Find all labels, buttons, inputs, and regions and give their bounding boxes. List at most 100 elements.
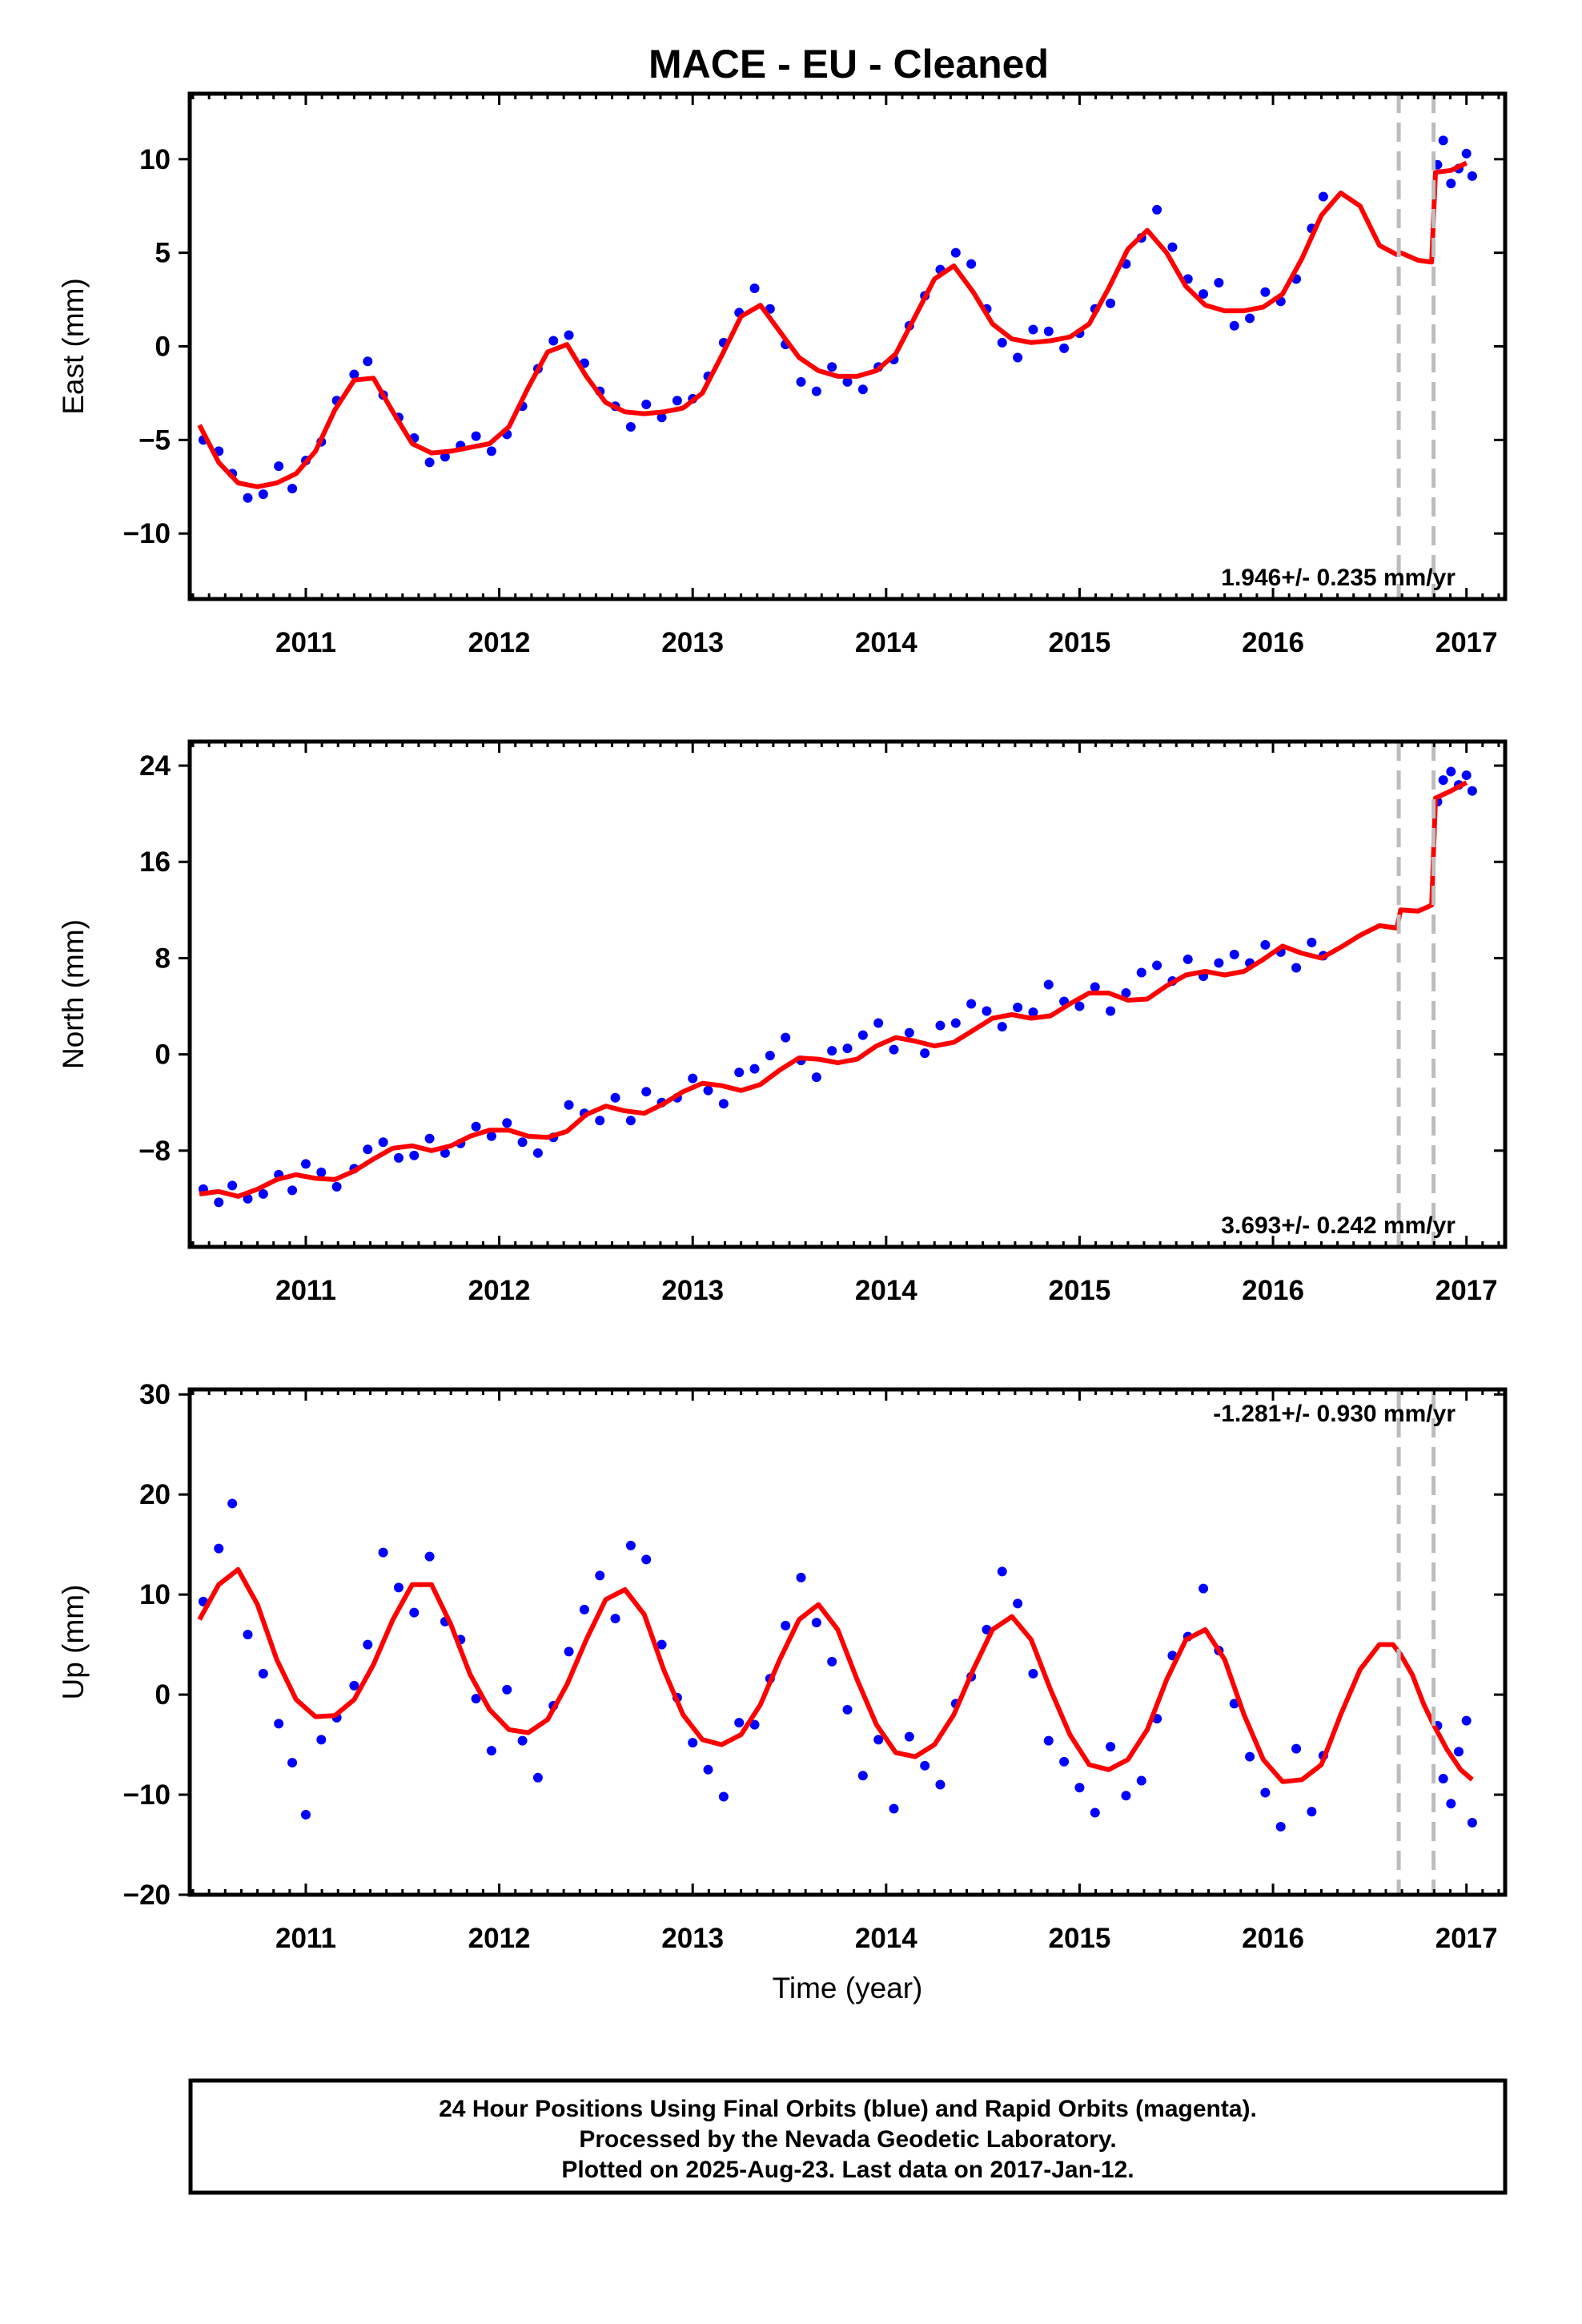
data-point <box>641 399 652 409</box>
data-point <box>811 1618 821 1628</box>
data-point <box>982 1006 992 1016</box>
data-point <box>811 1072 821 1083</box>
data-point <box>966 259 977 269</box>
y-tick-label: 16 <box>139 846 171 878</box>
model-fit-line <box>197 1566 1474 1784</box>
data-point <box>749 1719 760 1730</box>
data-point <box>274 461 284 472</box>
x-tick-label: 2017 <box>1435 1923 1498 1954</box>
data-point <box>1229 949 1239 959</box>
data-point <box>950 247 961 258</box>
data-point <box>595 1116 605 1126</box>
figure-title: MACE - EU - Cleaned <box>648 42 1049 86</box>
data-point <box>997 337 1007 348</box>
y-tick-label: 8 <box>155 943 171 974</box>
data-point <box>641 1087 652 1097</box>
data-point <box>997 1022 1007 1032</box>
data-point <box>842 1043 853 1054</box>
x-tick-label: 2016 <box>1242 1923 1304 1954</box>
x-tick-label: 2011 <box>275 627 336 658</box>
data-point <box>1461 1715 1472 1726</box>
footer-line-2: Processed by the Nevada Geodetic Laborat… <box>579 2126 1116 2153</box>
data-point <box>258 1668 268 1679</box>
data-point <box>1467 786 1477 796</box>
data-point <box>1229 320 1239 331</box>
data-point <box>378 1547 388 1558</box>
data-point <box>827 1656 837 1667</box>
data-point <box>857 1771 868 1781</box>
data-point <box>1106 1006 1116 1016</box>
y-tick-label: −20 <box>123 1880 171 1911</box>
y-tick-label: 0 <box>155 1679 171 1711</box>
data-point <box>227 1498 238 1509</box>
data-point <box>718 1099 729 1109</box>
plot-area-north <box>198 742 1477 1247</box>
data-point <box>548 336 559 346</box>
data-point <box>827 1046 837 1056</box>
data-point <box>243 493 253 503</box>
data-point <box>966 999 977 1009</box>
data-point <box>532 1772 543 1783</box>
data-point <box>842 1704 853 1715</box>
data-point <box>1467 171 1477 181</box>
data-point <box>749 1063 760 1074</box>
data-point <box>363 1639 373 1650</box>
data-point <box>935 1779 946 1790</box>
data-point <box>349 369 359 380</box>
x-tick-label: 2015 <box>1049 627 1111 658</box>
data-point <box>393 1582 404 1593</box>
data-point <box>610 1614 620 1624</box>
data-point <box>300 1159 311 1169</box>
plot-area-east <box>197 94 1477 599</box>
data-point <box>873 1018 884 1028</box>
data-point <box>393 1152 404 1163</box>
data-point <box>1121 1791 1131 1801</box>
data-point <box>625 421 636 432</box>
data-point <box>363 1144 373 1155</box>
data-point <box>873 1735 884 1745</box>
data-point <box>502 1118 512 1128</box>
x-tick-label: 2012 <box>468 1275 531 1306</box>
data-point <box>904 1027 914 1038</box>
data-point <box>1291 1743 1302 1754</box>
data-point <box>935 1020 946 1031</box>
data-point <box>214 1543 224 1554</box>
data-point <box>781 1032 791 1043</box>
data-point <box>1152 204 1162 215</box>
data-point <box>1121 987 1131 998</box>
panel-up: 2011 2012 2013 2014 2015 2016 2017 −20 −10 0 10 20 3… <box>57 1379 1508 2004</box>
data-point <box>274 1719 284 1729</box>
data-point <box>1461 148 1472 159</box>
data-point <box>532 1148 543 1158</box>
data-point <box>227 1180 238 1191</box>
data-point <box>378 1137 388 1148</box>
data-point <box>610 1092 620 1103</box>
data-point <box>1090 982 1100 992</box>
data-point <box>656 1639 667 1650</box>
data-point <box>734 1718 745 1728</box>
data-point <box>409 1150 420 1160</box>
data-point <box>997 1566 1007 1577</box>
data-point <box>440 1148 450 1158</box>
data-point <box>349 1680 359 1691</box>
y-tick-label: 5 <box>155 238 171 269</box>
data-point <box>287 1758 298 1768</box>
data-point <box>920 1048 930 1059</box>
data-point <box>287 1185 298 1196</box>
data-point <box>703 1764 713 1775</box>
data-point <box>1013 1003 1023 1013</box>
data-point <box>243 1630 253 1640</box>
data-point <box>1260 939 1271 950</box>
data-point <box>409 1607 420 1618</box>
footer-frame <box>188 2078 1508 2195</box>
data-point <box>564 1100 574 1110</box>
x-tick-label: 2011 <box>275 1923 336 1954</box>
model-fit-line <box>199 780 1468 1199</box>
data-point <box>857 1030 868 1040</box>
panel-north: 2011 2012 2013 2014 2015 2016 2017 −8 0 8 16 24 Nort… <box>57 739 1508 1306</box>
data-point <box>595 1570 605 1581</box>
data-point <box>1059 343 1070 353</box>
plot-frame <box>187 1387 1508 1897</box>
data-point <box>517 1137 528 1148</box>
velocity-rate-label: -1.281+/- 0.930 mm/yr <box>1213 1401 1456 1427</box>
